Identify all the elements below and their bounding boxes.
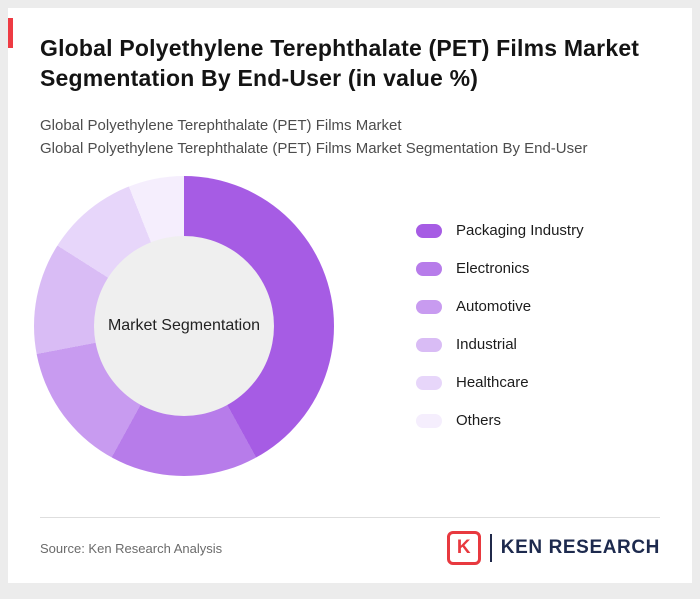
ken-research-logo-mark: K <box>446 531 481 565</box>
legend-item: Packaging Industry <box>416 222 584 239</box>
ken-research-logo-text: KEN RESEARCH <box>500 537 660 558</box>
subtitle-line-1: Global Polyethylene Terephthalate (PET) … <box>40 116 402 134</box>
chart-section: Market Segmentation Packaging Industry El… <box>34 176 660 477</box>
legend-item: Electronics <box>416 260 584 277</box>
legend-label: Industrial <box>456 336 517 354</box>
legend-item: Automotive <box>416 298 584 315</box>
legend-label: Automotive <box>456 298 532 316</box>
legend-swatch <box>416 337 442 352</box>
donut-center-circle: Market Segmentation <box>94 236 274 417</box>
subtitle-block: Global Polyethylene Terephthalate (PET) … <box>40 114 660 161</box>
donut-center-label: Market Segmentation <box>107 317 261 335</box>
legend-label: Healthcare <box>456 374 529 392</box>
legend-item: Industrial <box>416 336 584 353</box>
legend-swatch <box>416 261 442 276</box>
footer: Source: Ken Research Analysis K KEN RESE… <box>40 517 660 565</box>
page-title: Global Polyethylene Terephthalate (PET) … <box>40 35 640 91</box>
subtitle-line-2: Global Polyethylene Terephthalate (PET) … <box>40 140 588 158</box>
ken-research-logo: K KEN RESEARCH <box>446 531 660 565</box>
accent-bar <box>8 18 13 48</box>
legend: Packaging Industry Electronics Automotive I… <box>416 222 584 429</box>
legend-item: Healthcare <box>416 374 584 391</box>
legend-swatch <box>416 299 442 314</box>
legend-item: Others <box>416 412 584 429</box>
source-text: Source: Ken Research Analysis <box>40 540 223 556</box>
legend-label: Packaging Industry <box>456 222 584 240</box>
legend-swatch <box>416 223 442 238</box>
logo-divider <box>489 534 492 562</box>
legend-label: Others <box>456 412 502 430</box>
report-card: Global Polyethylene Terephthalate (PET) … <box>8 8 692 583</box>
legend-label: Electronics <box>456 260 530 278</box>
legend-swatch <box>416 375 442 390</box>
legend-swatch <box>416 413 442 428</box>
donut-chart-wrapper: Market Segmentation <box>34 176 334 477</box>
